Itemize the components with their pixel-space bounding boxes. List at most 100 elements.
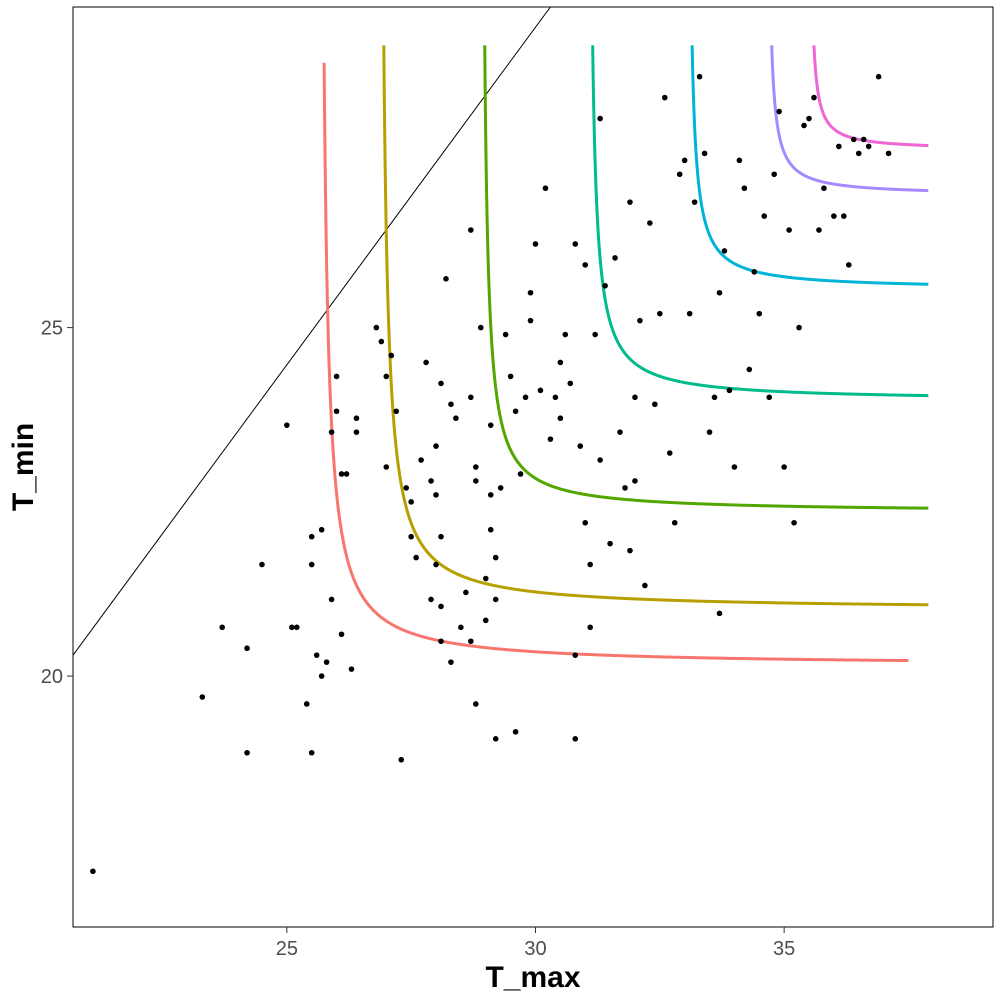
scatter-point <box>637 317 643 324</box>
scatter-point <box>632 394 638 401</box>
scatter-point <box>398 756 405 763</box>
scatter-point <box>468 638 474 645</box>
scatter-point <box>676 171 683 178</box>
scatter-point <box>547 436 554 442</box>
scatter-point <box>831 213 837 219</box>
scatter-point <box>383 373 390 380</box>
scatter-point <box>696 73 703 80</box>
scatter-point <box>592 331 598 338</box>
scatter-point <box>393 408 400 415</box>
y-axis-title: T_min <box>7 423 40 511</box>
scatter-point <box>572 652 579 658</box>
scatter-points-group <box>90 73 892 875</box>
scatter-point <box>527 317 534 324</box>
scatter-point <box>318 673 325 679</box>
contour-line-3 <box>483 45 929 510</box>
scatter-point <box>597 115 603 122</box>
scatter-point <box>353 415 360 422</box>
scatter-point <box>502 331 509 338</box>
scatter-point <box>477 324 484 331</box>
scatter-point <box>711 394 718 401</box>
scatter-point <box>378 338 385 345</box>
scatter-point <box>433 492 439 498</box>
scatter-point <box>666 450 673 456</box>
scatter-point <box>199 694 206 700</box>
scatter-point <box>507 373 514 380</box>
scatter-point <box>801 122 807 129</box>
scatter-point <box>443 276 449 282</box>
scatter-point <box>388 352 395 359</box>
scatter-point <box>373 324 380 331</box>
scatter-point <box>751 269 758 275</box>
scatter-point <box>860 136 867 143</box>
scatter-point <box>468 394 474 401</box>
scatter-point <box>289 624 295 631</box>
scatter-point <box>627 547 633 554</box>
scatter-point <box>746 366 753 373</box>
scatter-point <box>627 199 633 205</box>
scatter-point <box>453 415 459 422</box>
scatter-point <box>244 645 250 652</box>
scatter-point <box>796 324 802 331</box>
scatter-point <box>438 380 444 387</box>
scatter-point <box>691 199 698 205</box>
scatter-point <box>244 749 250 756</box>
scatter-point <box>448 401 454 408</box>
scatter-point <box>885 150 892 157</box>
scatter-point <box>821 185 827 192</box>
scatter-point <box>293 624 300 631</box>
scatter-point <box>597 457 603 463</box>
scatter-point <box>622 485 628 491</box>
y-tick-label: 20 <box>41 666 63 688</box>
contour-line-5 <box>690 45 929 286</box>
scatter-point <box>557 415 564 422</box>
scatter-point <box>836 143 842 150</box>
scatter-point <box>527 289 534 296</box>
scatter-point <box>487 526 494 533</box>
scatter-point <box>845 262 852 268</box>
scatter-point <box>448 659 454 665</box>
scatter-point <box>736 157 743 164</box>
scatter-point <box>338 471 345 477</box>
scatter-point <box>706 429 713 435</box>
scatter-point <box>811 94 817 101</box>
scatter-point <box>632 478 638 484</box>
scatter-point <box>323 659 330 665</box>
scatter-point <box>522 394 529 401</box>
scatter-point <box>612 255 618 261</box>
scatter-point <box>582 519 589 526</box>
scatter-point <box>572 736 579 742</box>
contour-line-4 <box>591 45 929 398</box>
scatter-point <box>731 464 738 470</box>
scatter-point <box>348 666 355 672</box>
scatter-point <box>284 422 290 428</box>
scatter-point <box>343 471 350 477</box>
scatter-point <box>219 624 225 631</box>
scatter-point <box>438 638 444 645</box>
scatter-point <box>875 73 882 80</box>
scatter-point <box>781 464 787 470</box>
scatter-point <box>487 422 494 428</box>
scatter-point <box>473 464 479 470</box>
scatter-point <box>642 582 648 589</box>
scatter-point <box>338 631 345 638</box>
scatter-point <box>433 443 439 449</box>
scatter-point <box>492 736 499 742</box>
x-tick-label: 30 <box>524 938 546 960</box>
scatter-point <box>308 533 315 540</box>
scatter-point <box>816 227 822 233</box>
scatter-point <box>602 282 608 289</box>
contour-line-6 <box>770 45 929 193</box>
contour-lines-group <box>322 45 929 663</box>
scatter-point <box>512 729 519 735</box>
scatter-point <box>333 408 340 415</box>
plot-content <box>73 7 929 875</box>
scatter-point <box>492 596 499 603</box>
scatter-point <box>841 213 847 219</box>
scatter-point <box>771 171 777 178</box>
scatter-point <box>487 492 494 498</box>
scatter-point <box>572 241 579 247</box>
scatter-point <box>686 310 693 317</box>
scatter-point <box>661 94 668 101</box>
